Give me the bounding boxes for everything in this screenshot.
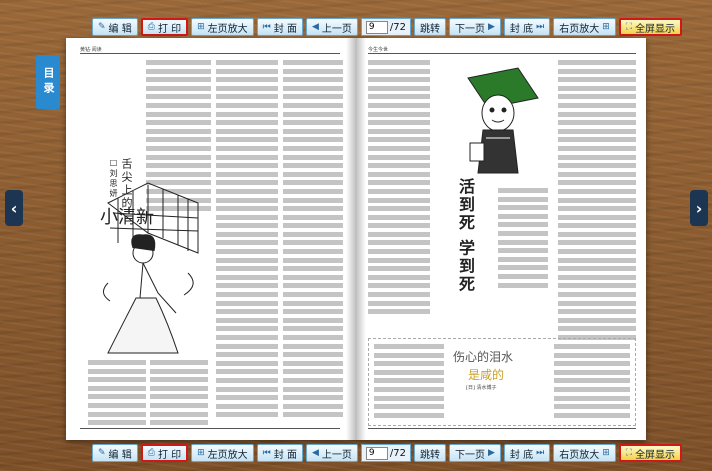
jump-button[interactable]: 跳转 [413, 444, 446, 462]
first-page-icon: ⏮ [262, 22, 271, 32]
left-title-small: 舌尖上的 [120, 158, 133, 210]
prev-page-button[interactable]: ◀ 上一页 [305, 18, 358, 36]
man-illustration [467, 67, 539, 174]
first-page-icon: ⏮ [262, 448, 271, 458]
page-indicator: /72 [360, 444, 411, 462]
fullscreen-button[interactable]: ⛶ 全屏显示 [618, 444, 683, 462]
right-page[interactable]: 今生今世 活到死 学到死 [358, 38, 646, 440]
article-box [368, 338, 636, 426]
page-number-input[interactable] [365, 20, 388, 34]
next-icon: ▶ [487, 22, 495, 32]
fullscreen-icon: ⛶ [625, 448, 633, 458]
cover-button[interactable]: ⏮ 封 面 [256, 444, 303, 462]
top-toolbar: ✎编 辑 ⎙打 印 ⊞左页放大 ⏮封 面 ◀上一页 /72 跳转 下一页▶ 封 … [92, 17, 683, 37]
zoom-left-icon: ⊞ [197, 22, 205, 32]
printer-icon: ⎙ [147, 448, 155, 458]
right-zoom-button[interactable]: 右页放大 ⊞ [553, 444, 616, 462]
page-total: /72 [389, 21, 406, 33]
left-page-header: 黄钻·阅读 [80, 47, 102, 53]
book-spine [346, 38, 366, 440]
prev-page-button[interactable]: ◀ 上一页 [305, 444, 358, 462]
prev-icon: ◀ [311, 448, 319, 458]
box-text-col-2 [554, 344, 630, 421]
printer-icon: ⎙ [147, 22, 155, 32]
left-zoom-button[interactable]: ⊞ 左页放大 [191, 18, 254, 36]
edit-button[interactable]: ✎ 编 辑 [92, 18, 138, 36]
prev-icon: ◀ [311, 22, 319, 32]
left-zoom-button[interactable]: ⊞ 左页放大 [191, 444, 254, 462]
left-page[interactable]: 黄钻·阅读 □刘思妍 舌尖上的 小清新 [66, 38, 354, 440]
page-total: /72 [389, 447, 406, 459]
last-page-icon: ⏭ [536, 448, 545, 458]
print-button[interactable]: ⎙ 打 印 [140, 18, 189, 36]
author-byline: □刘思妍 [109, 158, 118, 199]
page-number-input[interactable] [365, 446, 388, 460]
next-page-button[interactable]: 下一页 ▶ [448, 444, 501, 462]
page-indicator: /72 [360, 18, 411, 36]
box-text-col-1 [374, 344, 444, 421]
right-zoom-button[interactable]: 右页放大 ⊞ [553, 18, 616, 36]
pencil-icon: ✎ [98, 448, 106, 458]
zoom-right-icon: ⊞ [602, 22, 610, 32]
bottom-toolbar: ✎编 辑 ⎙打 印 ⊞左页放大 ⏮封 面 ◀上一页 /72 跳转 下一页▶ 封 … [92, 443, 683, 463]
right-text-col-1 [368, 60, 430, 318]
jump-button[interactable]: 跳转 [413, 18, 446, 36]
edit-button[interactable]: ✎ 编 辑 [92, 444, 138, 462]
right-title-main: 活到死 学到死 [456, 178, 475, 294]
header-rule [368, 53, 636, 54]
left-text-col-5 [150, 360, 208, 429]
zoom-right-icon: ⊞ [602, 448, 610, 458]
zoom-left-icon: ⊞ [197, 448, 205, 458]
footer-rule [80, 428, 340, 429]
box-subtitle: 是咸的 [468, 368, 505, 382]
left-text-col-3 [283, 60, 343, 421]
footer-rule [368, 428, 636, 429]
right-page-header: 今生今世 [368, 47, 389, 53]
toc-tab[interactable]: 目录 [36, 55, 60, 109]
fullscreen-icon: ⛶ [625, 22, 633, 32]
right-text-col-3 [558, 60, 636, 344]
header-rule [80, 53, 340, 54]
cover-button[interactable]: ⏮ 封 面 [256, 18, 303, 36]
next-arrow-icon[interactable]: › [690, 190, 708, 226]
left-text-col-2 [216, 60, 278, 421]
magazine-spread: 黄钻·阅读 □刘思妍 舌尖上的 小清新 [66, 38, 646, 440]
print-button[interactable]: ⎙ 打 印 [140, 444, 189, 462]
back-cover-button[interactable]: 封 底 ⏭ [503, 444, 551, 462]
right-text-col-2 [498, 188, 548, 291]
back-cover-button[interactable]: 封 底 ⏭ [503, 18, 551, 36]
last-page-icon: ⏭ [536, 22, 545, 32]
pencil-icon: ✎ [98, 22, 106, 32]
next-icon: ▶ [487, 448, 495, 458]
next-page-button[interactable]: 下一页 ▶ [448, 18, 501, 36]
left-text-col-1 [146, 60, 211, 215]
left-text-col-4 [88, 360, 146, 429]
prev-arrow-icon[interactable]: ‹ [5, 190, 23, 226]
box-author: [日] 清水博子 [466, 385, 497, 391]
woman-illustration [103, 182, 199, 354]
fullscreen-button[interactable]: ⛶ 全屏显示 [618, 18, 683, 36]
box-title: 伤心的泪水 [453, 350, 514, 364]
